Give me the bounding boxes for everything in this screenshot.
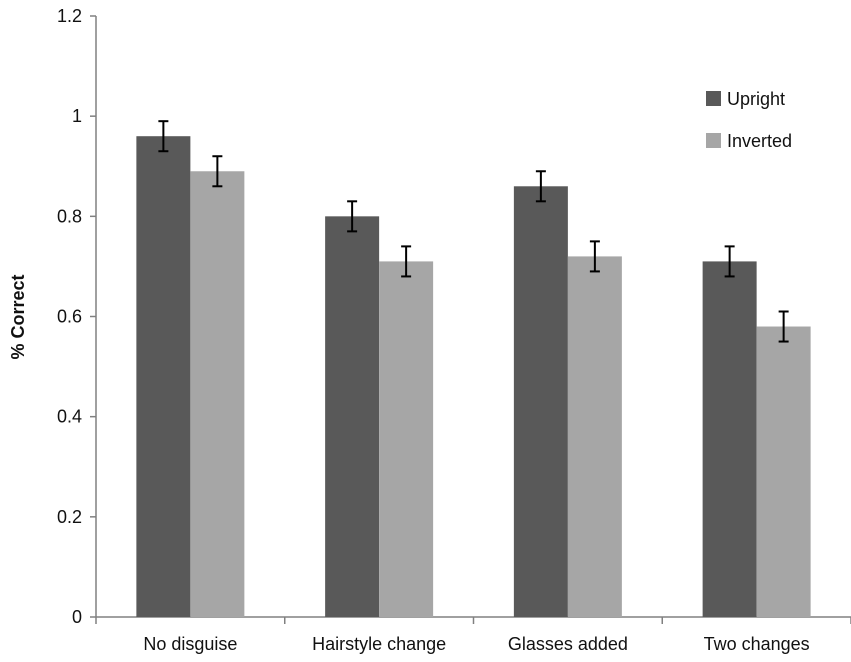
bar-upright bbox=[702, 261, 757, 617]
x-tick-label: Hairstyle change bbox=[312, 634, 446, 654]
y-tick-label: 0.4 bbox=[57, 407, 82, 427]
bar-upright bbox=[513, 186, 568, 618]
y-axis: 0 0.2 0.4 0.6 0.8 1 1.2 bbox=[57, 6, 97, 627]
bar-upright bbox=[325, 216, 380, 618]
bars bbox=[136, 136, 811, 618]
bar-inverted bbox=[379, 261, 434, 617]
y-tick-label: 0 bbox=[72, 607, 82, 627]
error-bars bbox=[158, 120, 789, 343]
x-tick-label: No disguise bbox=[143, 634, 237, 654]
y-axis-title: % Correct bbox=[8, 274, 28, 359]
legend-swatch-upright bbox=[706, 91, 721, 106]
x-axis: No disguise Hairstyle change Glasses added… bbox=[95, 616, 851, 654]
y-tick-label: 1 bbox=[72, 106, 82, 126]
bar-inverted bbox=[567, 256, 622, 617]
y-tick-label: 0.8 bbox=[57, 206, 82, 226]
legend-label-upright: Upright bbox=[727, 89, 785, 109]
legend-label-inverted: Inverted bbox=[727, 131, 792, 151]
bar-inverted bbox=[756, 326, 811, 617]
x-tick-label: Two changes bbox=[704, 634, 810, 654]
y-tick-label: 0.2 bbox=[57, 507, 82, 527]
bar-upright bbox=[136, 136, 191, 617]
legend: Upright Inverted bbox=[706, 89, 792, 151]
x-tick-label: Glasses added bbox=[508, 634, 628, 654]
bar-inverted bbox=[190, 171, 245, 617]
legend-swatch-inverted bbox=[706, 133, 721, 148]
y-tick-label: 0.6 bbox=[57, 307, 82, 327]
y-tick-label: 1.2 bbox=[57, 6, 82, 26]
